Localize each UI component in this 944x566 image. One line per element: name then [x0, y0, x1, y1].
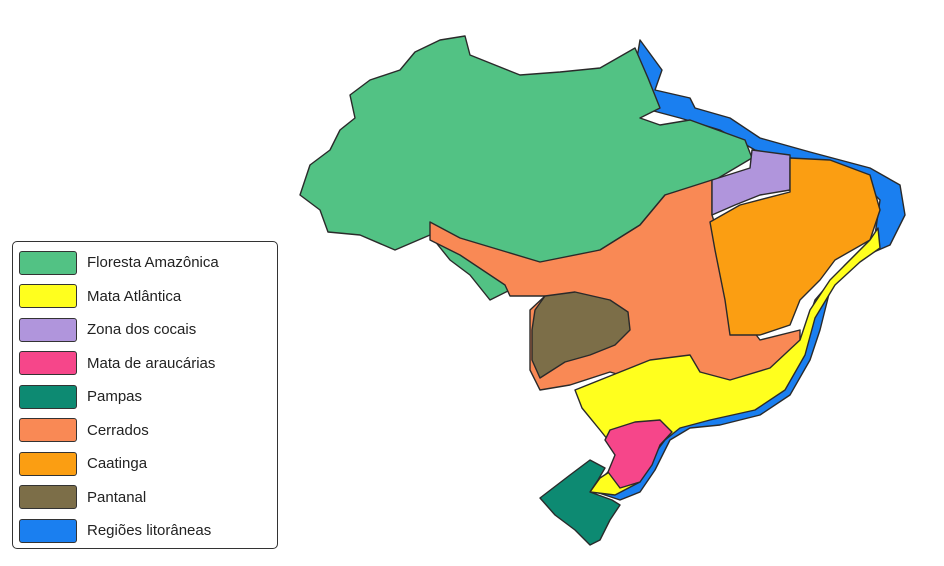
legend-item-caatinga: Caatinga	[19, 447, 277, 481]
legend-item-cocais: Zona dos cocais	[19, 313, 277, 347]
legend-label: Regiões litorâneas	[87, 522, 212, 540]
legend-item-coastal: Regiões litorâneas	[19, 514, 277, 548]
swatch-amazon	[19, 250, 77, 275]
region-pampas	[539, 459, 621, 546]
legend-label: Zona dos cocais	[87, 321, 197, 339]
swatch-cocais	[19, 317, 77, 342]
region-caatinga	[709, 157, 881, 336]
legend-item-cerrado: Cerrados	[19, 414, 277, 448]
swatch-atlantic	[19, 284, 77, 309]
legend-label: Mata Atlântica	[87, 287, 182, 305]
legend-label: Caatinga	[87, 455, 148, 473]
swatch-coastal	[19, 518, 77, 543]
legend-label: Cerrados	[87, 421, 149, 439]
swatch-pampas	[19, 384, 77, 409]
legend-label: Mata de araucárias	[87, 354, 216, 372]
swatch-pantanal	[19, 485, 77, 510]
swatch-caatinga	[19, 451, 77, 476]
swatch-araucaria	[19, 351, 77, 376]
swatch-cerrado	[19, 418, 77, 443]
legend-label: Pantanal	[87, 488, 147, 506]
legend-item-araucaria: Mata de araucárias	[19, 347, 277, 381]
legend-label: Floresta Amazônica	[87, 254, 219, 272]
legend-item-atlantic: Mata Atlântica	[19, 280, 277, 314]
legend-item-pampas: Pampas	[19, 380, 277, 414]
legend: Floresta Amazônica Mata Atlântica Zona d…	[12, 241, 278, 549]
legend-label: Pampas	[87, 388, 143, 406]
region-araucaria	[604, 419, 673, 489]
region-pantanal	[531, 291, 631, 379]
legend-item-amazon: Floresta Amazônica	[19, 246, 277, 280]
legend-item-pantanal: Pantanal	[19, 481, 277, 515]
